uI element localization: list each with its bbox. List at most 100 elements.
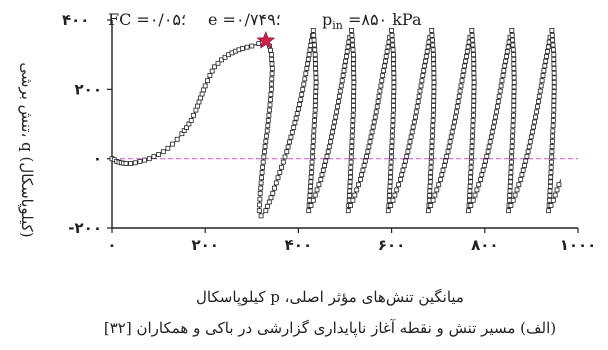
data-point-marker	[351, 84, 357, 90]
data-point-marker	[414, 104, 420, 110]
data-point-marker	[499, 78, 505, 84]
data-point-marker	[285, 144, 291, 150]
data-point-marker	[323, 158, 329, 164]
data-point-marker	[445, 149, 451, 155]
data-point-marker	[463, 58, 468, 64]
data-point-marker	[388, 164, 394, 170]
data-point-marker	[351, 89, 357, 94]
data-point-marker	[523, 158, 529, 164]
data-point-marker	[312, 118, 318, 123]
data-point-marker	[372, 114, 378, 120]
data-point-marker	[368, 134, 374, 140]
plot-axes	[107, 19, 579, 233]
data-point-marker	[391, 70, 397, 76]
data-point-marker	[389, 32, 395, 38]
data-point-marker	[510, 118, 516, 123]
data-point-marker	[544, 54, 549, 59]
data-point-marker	[423, 54, 429, 59]
data-point-marker	[408, 134, 414, 140]
data-point-marker	[505, 44, 511, 50]
data-point-marker	[265, 123, 271, 129]
data-point-marker	[511, 103, 517, 108]
data-point-marker	[448, 134, 454, 140]
instability-point-star	[256, 30, 276, 49]
data-point-marker	[469, 138, 475, 144]
x-tick-label: ۴۰۰	[285, 236, 312, 254]
data-point-marker	[550, 197, 556, 203]
data-point-marker	[474, 187, 480, 193]
data-point-marker	[510, 133, 515, 139]
data-point-marker	[549, 32, 555, 38]
data-point-marker	[550, 128, 556, 134]
data-point-marker	[427, 179, 433, 185]
data-point-marker	[391, 107, 396, 113]
data-point-marker	[549, 149, 555, 155]
data-point-marker	[431, 56, 437, 62]
data-point-marker	[438, 177, 443, 182]
data-point-marker	[470, 123, 476, 129]
data-point-marker	[431, 75, 437, 81]
data-point-marker	[478, 177, 484, 182]
data-point-marker	[378, 83, 384, 89]
data-point-marker	[454, 104, 460, 110]
data-point-marker	[336, 99, 341, 104]
data-point-marker	[265, 203, 270, 209]
data-point-marker	[467, 179, 473, 185]
data-point-marker	[388, 159, 394, 165]
data-point-marker	[301, 81, 307, 87]
data-point-marker	[488, 134, 494, 140]
data-point-marker	[207, 73, 213, 78]
data-point-marker	[534, 109, 539, 115]
data-point-marker	[212, 64, 217, 70]
data-point-marker	[511, 98, 517, 104]
data-point-marker	[275, 175, 281, 181]
data-point-marker	[330, 129, 335, 135]
data-point-marker	[551, 89, 557, 94]
data-point-marker	[370, 124, 376, 130]
annotation-fc: FC =۰/۰۵؛	[108, 10, 186, 29]
data-point-marker	[284, 149, 290, 155]
data-point-marker	[259, 175, 265, 181]
data-point-marker	[511, 89, 517, 94]
data-point-marker	[273, 180, 279, 186]
data-point-marker	[364, 153, 370, 159]
data-point-marker	[198, 95, 203, 101]
data-point-marker	[340, 73, 346, 78]
data-point-marker	[341, 68, 347, 74]
data-point-marker	[510, 128, 516, 134]
data-point-marker	[219, 57, 224, 63]
data-point-marker	[240, 46, 245, 51]
x-tick-label: ۰	[107, 236, 116, 254]
data-point-marker	[530, 129, 535, 135]
data-point-marker	[509, 32, 515, 38]
data-point-marker	[471, 61, 477, 67]
data-point-marker	[303, 71, 309, 77]
data-point-marker	[349, 133, 355, 139]
data-point-marker	[348, 154, 354, 160]
data-point-marker	[471, 80, 477, 85]
data-point-marker	[504, 54, 509, 59]
data-point-marker	[300, 86, 306, 92]
data-point-marker	[552, 192, 558, 198]
x-axis-label: میانگین تنش‌های مؤثر اصلی، p کیلوپاسکال	[196, 288, 464, 306]
figure-caption: (الف) مسیر تنش و نقطه آغاز ناپایداری گزا…	[104, 319, 556, 337]
data-point-marker	[446, 144, 452, 150]
data-point-marker	[349, 32, 355, 38]
data-point-marker	[457, 88, 463, 94]
data-point-marker	[333, 114, 339, 120]
data-point-marker	[538, 83, 544, 89]
data-point-marker	[506, 208, 512, 214]
data-point-marker	[257, 196, 263, 202]
data-point-marker	[511, 61, 517, 67]
data-point-marker	[432, 192, 438, 198]
data-point-marker	[470, 47, 476, 53]
data-point-marker	[511, 70, 517, 76]
x-tick-labels: ۰ ۲۰۰ ۴۰۰ ۶۰۰ ۸۰۰ ۱۰۰۰	[107, 236, 596, 254]
data-point-marker	[335, 104, 340, 110]
data-point-marker	[293, 115, 299, 121]
data-point-marker	[325, 149, 331, 155]
data-point-marker	[431, 70, 437, 76]
data-point-marker	[151, 154, 157, 160]
data-point-marker	[508, 203, 514, 208]
data-point-marker	[388, 154, 394, 160]
